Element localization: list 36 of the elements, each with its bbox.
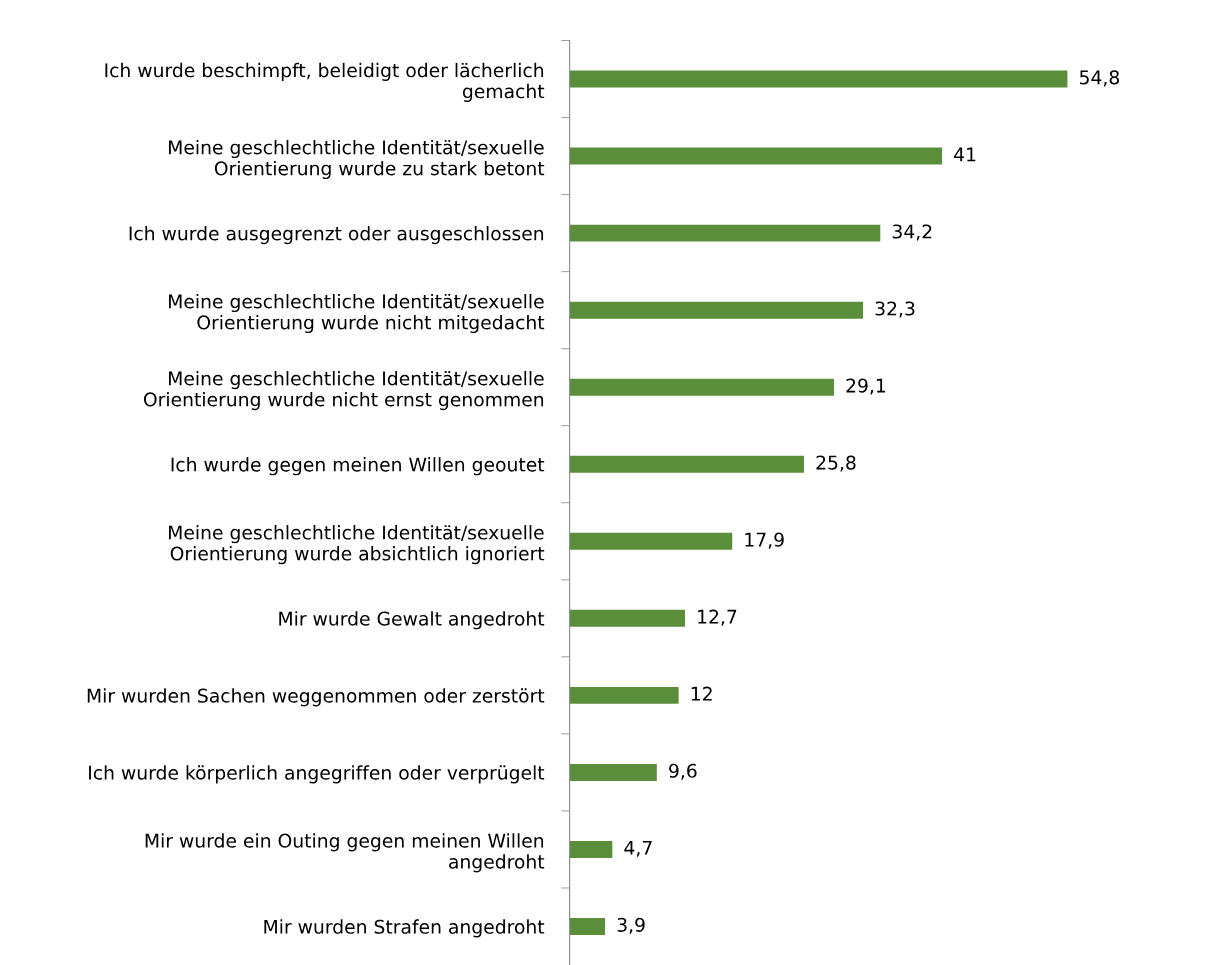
bar <box>569 70 1068 88</box>
data-label: 29,1 <box>846 378 886 395</box>
y-tick-label: Meine geschlechtliche Identität/sexuelle Orientierung wurde nicht mitgedacht <box>169 293 545 334</box>
data-label: 12 <box>691 686 712 701</box>
data-label: 32,3 <box>875 301 915 318</box>
bar <box>569 532 733 550</box>
y-tick-label: Mir wurden Sachen weggenommen oder zerstört <box>87 688 545 707</box>
bar <box>569 224 881 242</box>
data-label: 17,9 <box>745 532 784 549</box>
data-label: 54,8 <box>1079 70 1119 87</box>
y-tick-label: Meine geschlechtliche Identität/sexuelle Orientierung wurde nicht ernst genommen <box>143 371 544 411</box>
data-label: 34,2 <box>892 224 932 241</box>
data-label: 9,6 <box>669 763 697 780</box>
y-tick-label: Mir wurde ein Outing gegen meinen Willen angedroht <box>145 833 545 873</box>
y-tick-label: Meine geschlechtliche Identität/sexuelle Orientierung wurde absichtlich ignoriert <box>169 525 545 565</box>
y-tick-label: Ich wurde beschimpft, beleidigt oder lächerlich gemacht <box>105 62 545 102</box>
data-label: 41 <box>954 147 976 162</box>
bar <box>569 609 685 627</box>
data-label: 25,8 <box>816 455 856 472</box>
bar <box>569 378 834 396</box>
y-tick-label: Mir wurden Strafen angedroht <box>264 919 545 938</box>
bar <box>569 301 864 319</box>
y-tick-label: Meine geschlechtliche Identität/sexuelle Orientierung wurde zu stark betont <box>169 139 545 180</box>
bar <box>569 763 657 781</box>
y-tick-label: Ich wurde ausgegrenzt oder ausgeschlossen <box>129 226 544 245</box>
data-label: 3,9 <box>617 917 645 934</box>
data-label: 12,7 <box>698 609 737 626</box>
y-tick-label: Ich wurde körperlich angegriffen oder verprügelt <box>89 765 545 784</box>
y-tick-label: Mir wurde Gewalt angedroht <box>279 611 545 630</box>
bar <box>569 455 804 473</box>
bar <box>569 918 606 935</box>
y-tick-label: Ich wurde gegen meinen Willen geoutet <box>171 457 545 476</box>
bar <box>569 840 613 858</box>
bar <box>569 147 943 165</box>
bar <box>569 686 679 704</box>
data-label: 4,7 <box>624 840 652 857</box>
